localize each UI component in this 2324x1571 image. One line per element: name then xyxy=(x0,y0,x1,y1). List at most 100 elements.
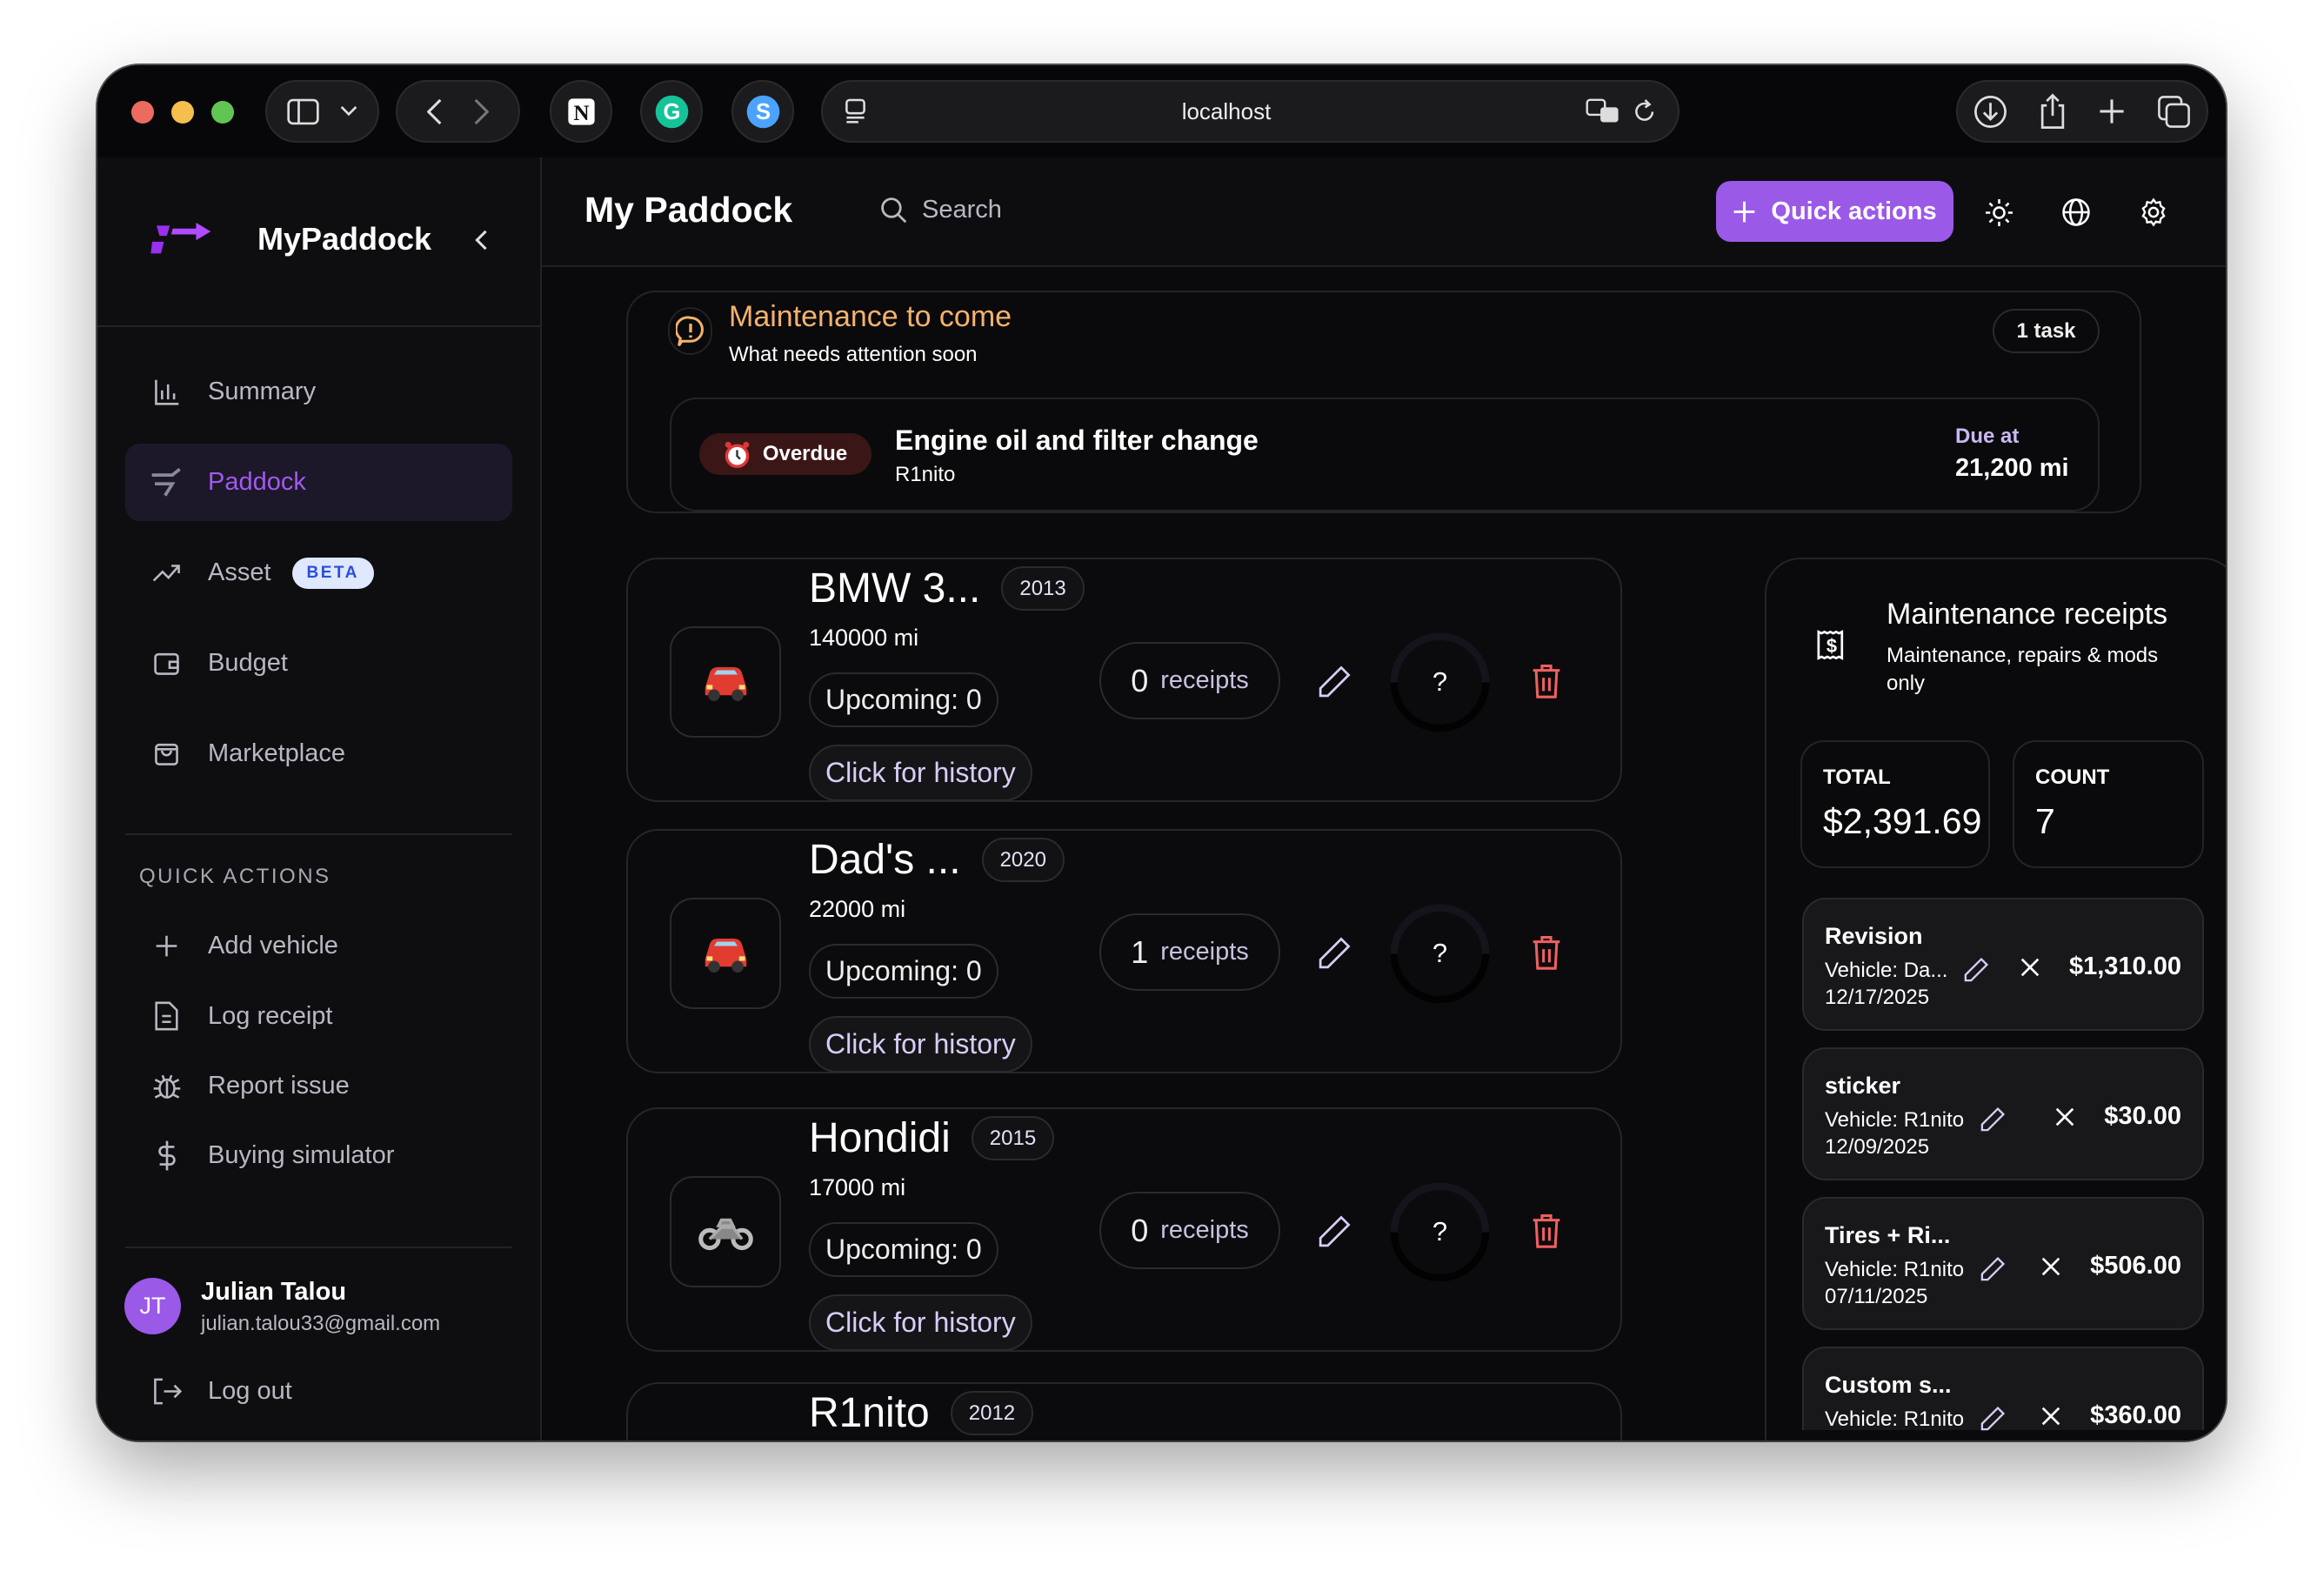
sidebar-item-label: Paddock xyxy=(208,468,306,496)
sidebar-item-label: Summary xyxy=(208,378,317,405)
quick-action-report-issue[interactable]: Report issue xyxy=(125,1056,512,1115)
quick-action-add-vehicle[interactable]: Add vehicle xyxy=(125,916,512,975)
share-icon[interactable] xyxy=(2038,92,2067,130)
vehicle-name[interactable]: R1nito xyxy=(809,1390,930,1436)
edit-pencil-icon[interactable] xyxy=(1962,957,1989,984)
sidebar-item-paddock[interactable]: Paddock xyxy=(125,444,512,521)
vehicle-mileage: 17000 mi xyxy=(809,1174,906,1200)
edit-pencil-icon[interactable] xyxy=(1979,1406,2006,1433)
logout-icon xyxy=(153,1378,182,1404)
beta-badge: BETA xyxy=(291,557,374,589)
receipt-item[interactable]: Tires + Ri... Vehicle: R1nito 07/11/2025… xyxy=(1802,1197,2204,1330)
s-extension-button[interactable]: S xyxy=(731,80,794,143)
zoom-window-button[interactable] xyxy=(211,101,234,124)
receipt-vehicle: Vehicle: R1nito xyxy=(1825,1407,1965,1431)
delete-x-icon[interactable] xyxy=(2041,1407,2060,1426)
vehicle-name[interactable]: BMW 3... xyxy=(809,565,981,612)
bar-chart-icon xyxy=(125,378,208,405)
edit-pencil-icon[interactable] xyxy=(1979,1256,2006,1283)
search-icon xyxy=(881,197,907,224)
upcoming-badge[interactable]: Upcoming: 0 xyxy=(809,944,998,999)
vehicle-card: Hondidi 2015 17000 mi Upcoming: 0 Click … xyxy=(626,1107,1622,1352)
close-window-button[interactable] xyxy=(131,101,154,124)
collapse-sidebar-icon[interactable] xyxy=(474,230,489,251)
health-score-ring[interactable] xyxy=(1388,631,1492,734)
receipts-panel: $ Maintenance receipts Maintenance, repa… xyxy=(1765,558,2226,1441)
sidebar-item-budget[interactable]: Budget xyxy=(125,625,512,702)
delete-trash-icon[interactable] xyxy=(1532,663,1561,699)
delete-x-icon[interactable] xyxy=(2055,1107,2074,1126)
receipts-label: receipts xyxy=(1160,938,1249,966)
due-value: 21,200 mi xyxy=(1955,454,2069,482)
receipt-title: Tires + Ri... xyxy=(1825,1222,1951,1248)
browser-window: N G S localhost MyPaddock Summa xyxy=(97,65,2226,1441)
alarm-clock-icon xyxy=(725,441,750,468)
maintenance-task[interactable]: Overdue Engine oil and filter change R1n… xyxy=(670,398,2100,511)
quick-action-log-receipt[interactable]: Log receipt xyxy=(125,986,512,1046)
notion-extension-button[interactable]: N xyxy=(550,80,612,143)
health-score-ring[interactable] xyxy=(1388,1180,1492,1284)
edit-pencil-icon[interactable] xyxy=(1316,936,1352,972)
history-button[interactable]: Click for history xyxy=(809,1294,1032,1351)
receipt-item[interactable]: Revision Vehicle: Da... 12/17/2025 $1,31… xyxy=(1802,898,2204,1031)
quick-actions-button[interactable]: Quick actions xyxy=(1716,181,1953,242)
receipt-date: 07/11/2025 xyxy=(1825,1285,1928,1308)
quick-action-buying-simulator[interactable]: Buying simulator xyxy=(125,1126,512,1185)
health-score-ring[interactable] xyxy=(1388,902,1492,1006)
delete-x-icon[interactable] xyxy=(2041,1257,2060,1276)
vehicle-name[interactable]: Hondidi xyxy=(809,1115,951,1161)
address-bar[interactable]: localhost xyxy=(821,80,1680,143)
vehicle-type-icon xyxy=(670,1176,781,1287)
forward-icon[interactable] xyxy=(474,98,489,125)
sidebar-item-summary[interactable]: Summary xyxy=(125,353,512,431)
receipt-item[interactable]: Custom s... Vehicle: R1nito $360.00 xyxy=(1802,1347,2204,1433)
receipts-button[interactable]: 0 receipts xyxy=(1099,642,1280,719)
history-button[interactable]: Click for history xyxy=(809,745,1032,801)
search-input[interactable]: Search xyxy=(880,196,1002,224)
avatar[interactable]: JT xyxy=(124,1278,181,1334)
upcoming-badge[interactable]: Upcoming: 0 xyxy=(809,1222,998,1277)
task-title: Engine oil and filter change xyxy=(895,425,1259,456)
total-value: $2,391.69 xyxy=(1823,801,1982,841)
edit-pencil-icon[interactable] xyxy=(1979,1106,2006,1133)
sidebar-item-asset[interactable]: Asset BETA xyxy=(125,534,512,612)
receipt-item[interactable]: sticker Vehicle: R1nito 12/09/2025 $30.0… xyxy=(1802,1047,2204,1180)
grammarly-extension-button[interactable]: G xyxy=(640,80,703,143)
translate-icon[interactable] xyxy=(1586,98,1621,125)
new-tab-icon[interactable] xyxy=(2097,97,2127,126)
overdue-badge: Overdue xyxy=(699,433,872,475)
download-icon[interactable] xyxy=(1973,94,2008,130)
receipts-button[interactable]: 1 receipts xyxy=(1099,913,1280,991)
receipt-vehicle: Vehicle: R1nito xyxy=(1825,1107,1965,1132)
health-score-value: ? xyxy=(1432,1216,1448,1247)
sidebar-item-marketplace[interactable]: Marketplace xyxy=(125,715,512,792)
upcoming-badge[interactable]: Upcoming: 0 xyxy=(809,672,998,727)
receipts-button[interactable]: 0 receipts xyxy=(1099,1192,1280,1269)
svg-text:G: G xyxy=(663,100,680,124)
edit-pencil-icon[interactable] xyxy=(1316,1214,1352,1250)
settings-gear-icon[interactable] xyxy=(2139,197,2168,227)
wrench-icon xyxy=(125,466,208,498)
back-icon[interactable] xyxy=(427,98,442,125)
edit-pencil-icon[interactable] xyxy=(1316,665,1352,700)
tab-overview-icon[interactable] xyxy=(2156,94,2192,130)
delete-x-icon[interactable] xyxy=(2020,958,2040,977)
vehicle-type-icon xyxy=(670,626,781,738)
user-name: Julian Talou xyxy=(201,1278,347,1306)
language-globe-icon[interactable] xyxy=(2061,197,2091,227)
sidebar-item-label: Asset xyxy=(208,558,271,586)
user-email: julian.talou33@gmail.com xyxy=(201,1312,441,1335)
delete-trash-icon[interactable] xyxy=(1532,934,1561,970)
logout-button[interactable]: Log out xyxy=(125,1361,512,1421)
receipt-amount: $1,310.00 xyxy=(2068,953,2181,980)
delete-trash-icon[interactable] xyxy=(1532,1213,1561,1248)
minimize-window-button[interactable] xyxy=(171,101,194,124)
vehicle-name[interactable]: Dad's ... xyxy=(809,837,961,883)
theme-toggle-sun-icon[interactable] xyxy=(1986,199,2013,226)
grammarly-icon: G xyxy=(655,95,688,128)
history-button[interactable]: Click for history xyxy=(809,1016,1032,1073)
maintenance-subtitle: What needs attention soon xyxy=(729,343,978,366)
sidebar-toggle-button[interactable] xyxy=(265,80,379,143)
count-stat: COUNT 7 xyxy=(2013,740,2204,868)
reload-icon[interactable] xyxy=(1633,98,1657,125)
